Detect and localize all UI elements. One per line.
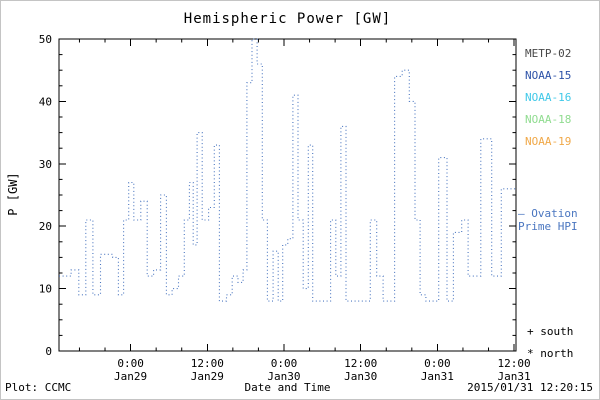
- south-marker-key: + south: [527, 325, 574, 338]
- x-tick-time-label: 12:00: [344, 357, 377, 370]
- x-tick-time-label: 0:00: [424, 357, 451, 370]
- y-tick-label: 30: [39, 158, 52, 171]
- x-tick-time-label: 0:00: [271, 357, 298, 370]
- satellite-legend: METP-02 NOAA-15 NOAA-16 NOAA-18 NOAA-19: [525, 43, 571, 153]
- legend-entry-metp-02: METP-02: [525, 47, 572, 60]
- y-tick-label: 10: [39, 283, 52, 296]
- x-axis-label: Date and Time: [244, 381, 331, 394]
- x-tick-date-label: Jan29: [191, 370, 224, 383]
- x-tick-date-label: Jan31: [498, 370, 531, 383]
- ovation-label-line-2: Prime HPI: [518, 220, 578, 233]
- y-tick-label: 0: [45, 345, 52, 358]
- legend-entry-noaa-15: NOAA-15: [525, 69, 572, 82]
- north-marker-key: * north: [527, 347, 574, 360]
- y-tick-label: 50: [39, 33, 52, 46]
- x-tick-time-label: 12:00: [191, 357, 224, 370]
- x-tick-date-label: Jan30: [267, 370, 300, 383]
- y-tick-label: 40: [39, 95, 52, 108]
- x-tick-date-label: Jan31: [421, 370, 454, 383]
- x-tick-time-label: 0:00: [117, 357, 144, 370]
- legend-entry-noaa-18: NOAA-18: [525, 113, 572, 126]
- legend-entry-noaa-16: NOAA-16: [525, 91, 572, 104]
- ovation-prime-hpi-label: – Ovation Prime HPI: [518, 207, 578, 233]
- x-tick-time-label: 12:00: [498, 357, 531, 370]
- ovation-prime-hpi-line: [59, 38, 516, 302]
- ovation-label-line-1: – Ovation: [518, 207, 578, 220]
- x-tick-date-label: Jan30: [344, 370, 377, 383]
- legend-entry-noaa-19: NOAA-19: [525, 135, 572, 148]
- plot-timestamp: 2015/01/31 12:20:15: [467, 381, 593, 394]
- plot-credit: Plot: CCMC: [5, 381, 72, 394]
- y-tick-label: 20: [39, 220, 52, 233]
- chart-title: Hemispheric Power [GW]: [183, 11, 392, 27]
- x-tick-date-label: Jan29: [114, 370, 147, 383]
